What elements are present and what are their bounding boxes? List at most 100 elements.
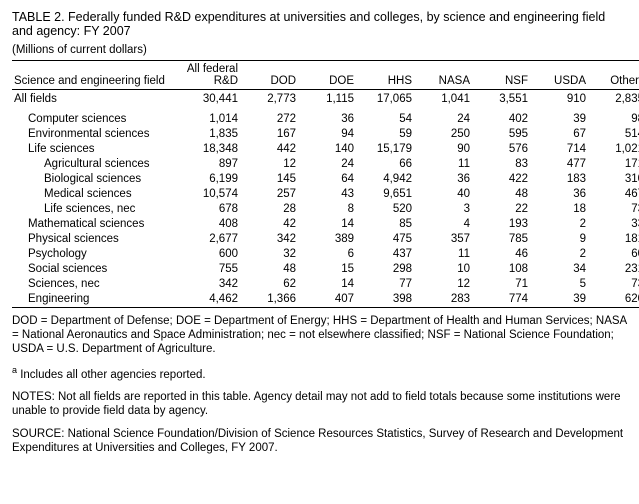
cell: 43 [298, 187, 356, 202]
cell: 1,835 [182, 127, 240, 142]
cell: 46 [472, 247, 530, 262]
cell: 18 [530, 202, 588, 217]
cell: 6 [298, 247, 356, 262]
cell: 62 [240, 277, 298, 292]
cell: 83 [472, 157, 530, 172]
col-nasa: NASA [414, 61, 472, 90]
cell: 620 [588, 292, 639, 308]
cell: 12 [240, 157, 298, 172]
table-units: (Millions of current dollars) [12, 44, 627, 56]
cell-label: All fields [12, 89, 182, 108]
cell: 28 [240, 202, 298, 217]
cell: 12 [414, 277, 472, 292]
cell-label: Sciences, nec [12, 277, 182, 292]
notes-text: NOTES: Not all fields are reported in th… [12, 390, 627, 419]
cell: 678 [182, 202, 240, 217]
cell: 1,041 [414, 89, 472, 108]
table-row: Biological sciences6,199145644,942364221… [12, 172, 639, 187]
cell: 785 [472, 232, 530, 247]
cell: 576 [472, 142, 530, 157]
cell: 4,942 [356, 172, 414, 187]
cell: 283 [414, 292, 472, 308]
cell: 231 [588, 262, 639, 277]
cell: 11 [414, 247, 472, 262]
cell: 310 [588, 172, 639, 187]
cell: 59 [356, 127, 414, 142]
cell-label: Environmental sciences [12, 127, 182, 142]
cell: 9,651 [356, 187, 414, 202]
cell: 15,179 [356, 142, 414, 157]
cell: 9 [530, 232, 588, 247]
cell: 8 [298, 202, 356, 217]
cell: 145 [240, 172, 298, 187]
cell-label: Engineering [12, 292, 182, 308]
col-field: Science and engineering field [12, 61, 182, 90]
cell: 600 [182, 247, 240, 262]
cell: 3 [414, 202, 472, 217]
cell: 39 [530, 292, 588, 308]
cell: 67 [530, 127, 588, 142]
table-row: Life sciences, nec6782885203221873 [12, 202, 639, 217]
cell: 250 [414, 127, 472, 142]
table-row: Social sciences75548152981010834231 [12, 262, 639, 277]
cell-label: Physical sciences [12, 232, 182, 247]
col-hhs: HHS [356, 61, 414, 90]
cell: 910 [530, 89, 588, 108]
cell: 595 [472, 127, 530, 142]
cell: 85 [356, 217, 414, 232]
cell-label: Agricultural sciences [12, 157, 182, 172]
table-row: Engineering4,4621,36640739828377439620 [12, 292, 639, 308]
data-table: Science and engineering field All federa… [12, 60, 639, 308]
cell: 398 [356, 292, 414, 308]
cell: 77 [356, 277, 414, 292]
table-row: Computer sciences1,0142723654244023998 [12, 112, 639, 127]
cell: 407 [298, 292, 356, 308]
cell: 2,773 [240, 89, 298, 108]
cell: 36 [298, 112, 356, 127]
table-title: TABLE 2. Federally funded R&D expenditur… [12, 10, 627, 38]
cell: 140 [298, 142, 356, 157]
table-row: Environmental sciences1,8351679459250595… [12, 127, 639, 142]
cell: 90 [414, 142, 472, 157]
table-row: Physical sciences2,677342389475357785918… [12, 232, 639, 247]
cell: 10 [414, 262, 472, 277]
cell: 520 [356, 202, 414, 217]
cell: 10,574 [182, 187, 240, 202]
table-row: Agricultural sciences8971224661183477171 [12, 157, 639, 172]
cell: 14 [298, 217, 356, 232]
cell: 73 [588, 202, 639, 217]
col-nsf: NSF [472, 61, 530, 90]
col-dod: DOD [240, 61, 298, 90]
row-all-fields: All fields 30,441 2,773 1,115 17,065 1,0… [12, 89, 639, 108]
cell: 64 [298, 172, 356, 187]
cell-label: Life sciences, nec [12, 202, 182, 217]
col-doe: DOE [298, 61, 356, 90]
cell: 33 [588, 217, 639, 232]
col-allfed: All federalR&D [182, 61, 240, 90]
cell: 36 [414, 172, 472, 187]
cell: 475 [356, 232, 414, 247]
source-text: SOURCE: National Science Foundation/Divi… [12, 427, 627, 456]
cell: 897 [182, 157, 240, 172]
cell: 2 [530, 247, 588, 262]
cell: 422 [472, 172, 530, 187]
table-row: Life sciences18,34844214015,179905767141… [12, 142, 639, 157]
cell: 193 [472, 217, 530, 232]
cell: 4 [414, 217, 472, 232]
cell: 357 [414, 232, 472, 247]
cell-label: Medical sciences [12, 187, 182, 202]
table-row: Medical sciences10,574257439,65140483646… [12, 187, 639, 202]
cell: 108 [472, 262, 530, 277]
cell: 342 [240, 232, 298, 247]
cell: 1,366 [240, 292, 298, 308]
agency-defs: DOD = Department of Defense; DOE = Depar… [12, 314, 627, 357]
cell-label: Life sciences [12, 142, 182, 157]
cell: 1,021 [588, 142, 639, 157]
cell: 514 [588, 127, 639, 142]
footnote-a: a Includes all other agencies reported. [12, 365, 627, 382]
col-usda: USDA [530, 61, 588, 90]
cell: 17,065 [356, 89, 414, 108]
cell: 6,199 [182, 172, 240, 187]
cell: 22 [472, 202, 530, 217]
cell: 755 [182, 262, 240, 277]
